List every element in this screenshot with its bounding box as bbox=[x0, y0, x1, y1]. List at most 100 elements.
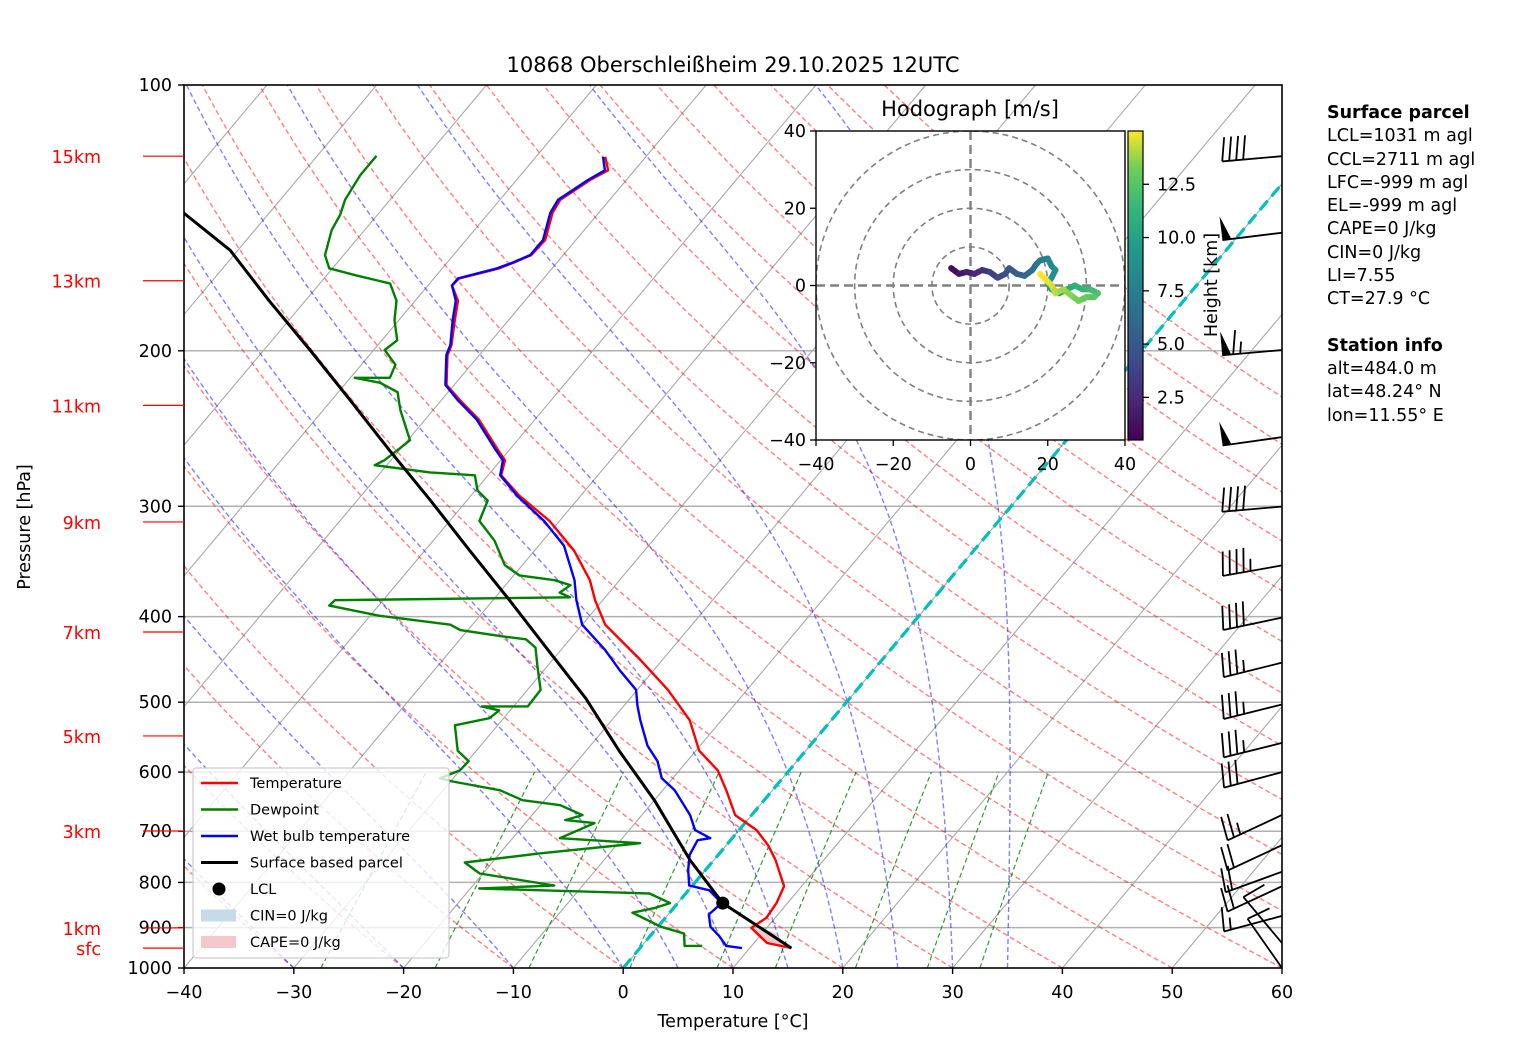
legend-label: CIN=0 J/kg bbox=[250, 909, 328, 925]
wind-barb bbox=[1220, 691, 1283, 720]
altitude-label: 5km bbox=[63, 728, 101, 748]
y-axis: 100 200 300 400 500 600 700 800 900 1000 bbox=[127, 76, 184, 979]
barb-full bbox=[1220, 733, 1225, 758]
hodograph-x-tick-label: 20 bbox=[1037, 455, 1059, 475]
hodograph-x-tick-label: 40 bbox=[1114, 455, 1136, 475]
dry-adiabat-line bbox=[315, 85, 1282, 912]
colorbar-tick-label: 12.5 bbox=[1157, 175, 1196, 195]
barb-pennant bbox=[1220, 331, 1232, 356]
y-tick-label: 700 bbox=[139, 822, 172, 842]
barb-shaft bbox=[1223, 703, 1283, 720]
wind-barb bbox=[1220, 649, 1283, 679]
colorbar-tick-label: 7.5 bbox=[1157, 282, 1185, 302]
x-tick-label: 40 bbox=[1051, 983, 1073, 1003]
dry-adiabat-line bbox=[258, 85, 1282, 968]
legend-label: Dewpoint bbox=[250, 803, 319, 819]
dry-adiabat-line bbox=[184, 564, 624, 968]
altitude-label: 11km bbox=[52, 397, 101, 417]
station-line: lon=11.55° E bbox=[1327, 405, 1444, 426]
dry-adiabat-line bbox=[429, 85, 1282, 801]
barb-half bbox=[1242, 740, 1246, 753]
mixing-ratio-line bbox=[434, 771, 536, 968]
wind-barb bbox=[1221, 547, 1283, 577]
x-tick-label: 60 bbox=[1271, 983, 1293, 1003]
x-tick-label: 10 bbox=[722, 983, 744, 1003]
wind-barb bbox=[1221, 485, 1283, 513]
wind-barb bbox=[1220, 729, 1283, 759]
barb-half bbox=[1236, 822, 1242, 835]
barb-shaft bbox=[1246, 918, 1283, 969]
barb-full bbox=[1234, 759, 1239, 785]
mixing-ratio-line bbox=[926, 771, 1000, 968]
colorbar bbox=[1127, 130, 1144, 441]
hodograph-y-tick-label: 0 bbox=[795, 277, 806, 297]
barb-pennant bbox=[1219, 216, 1232, 241]
barb-full bbox=[1221, 137, 1226, 162]
wind-barb bbox=[1220, 813, 1283, 842]
legend: Temperature Dewpoint Wet bulb temperature S… bbox=[192, 767, 450, 959]
barb-full bbox=[1220, 816, 1229, 841]
hodograph-y-tick-label: 40 bbox=[784, 122, 806, 142]
barb-full bbox=[1221, 605, 1225, 631]
dry-adiabat-line bbox=[184, 156, 1063, 968]
wind-barb bbox=[1220, 865, 1283, 894]
legend-label: CAPE=0 J/kg bbox=[250, 935, 341, 951]
wet-bulb-temperature-line bbox=[444, 156, 743, 950]
barb-full bbox=[1221, 487, 1226, 512]
mixing-ratio-line bbox=[716, 771, 802, 968]
mixing-ratio-line bbox=[979, 771, 1049, 968]
barb-full bbox=[1235, 602, 1238, 628]
wind-barb bbox=[1220, 907, 1283, 933]
hodograph-segment bbox=[1037, 270, 1047, 281]
altitude-label: 9km bbox=[63, 514, 101, 534]
station-line: alt=484.0 m bbox=[1327, 358, 1437, 379]
moist-adiabat-line bbox=[185, 85, 789, 968]
surface-line: CT=27.9 °C bbox=[1327, 289, 1431, 310]
barb-full bbox=[1235, 486, 1239, 511]
isotherm-line bbox=[1061, 705, 1282, 968]
isotherm-line bbox=[952, 575, 1282, 968]
moist-adiabat-line bbox=[416, 85, 899, 968]
barb-shaft bbox=[1222, 349, 1283, 357]
barb-pennant bbox=[1219, 421, 1232, 446]
wind-barb bbox=[1219, 421, 1283, 447]
altitude-label: 3km bbox=[63, 823, 101, 843]
barb-shaft bbox=[1242, 896, 1283, 944]
altitude-label: 15km bbox=[52, 148, 101, 168]
legend-label: LCL bbox=[250, 882, 276, 898]
barb-full bbox=[1234, 691, 1239, 716]
hodograph: Hodograph [m/s] −40 −20 0 20 40 40 20 0 −20 −40 2… bbox=[769, 97, 1222, 475]
wind-barb bbox=[1220, 329, 1283, 357]
barb-full bbox=[1242, 485, 1246, 511]
barb-full bbox=[1220, 652, 1225, 678]
isotherm-line bbox=[184, 85, 597, 577]
barb-shaft bbox=[1222, 155, 1283, 163]
x-tick-label: 30 bbox=[941, 983, 963, 1003]
hodograph-y-tick-label: 20 bbox=[784, 199, 806, 219]
barb-full bbox=[1228, 604, 1232, 629]
altitude-label: sfc bbox=[76, 940, 101, 960]
dry-adiabat-line bbox=[770, 85, 1282, 494]
barb-shaft bbox=[1227, 844, 1283, 872]
barb-half bbox=[1239, 341, 1243, 354]
altitude-label: 13km bbox=[52, 273, 101, 293]
colorbar-tick-label: 10.0 bbox=[1157, 229, 1196, 249]
chart-title: 10868 Oberschleißheim 29.10.2025 12UTC bbox=[507, 53, 960, 77]
x-tick-label: −10 bbox=[495, 983, 532, 1003]
y-tick-label: 500 bbox=[139, 693, 172, 713]
dry-adiabat-line bbox=[184, 364, 844, 968]
y-tick-label: 600 bbox=[139, 763, 172, 783]
x-tick-label: −20 bbox=[385, 983, 422, 1003]
dry-adiabat-line bbox=[184, 465, 734, 968]
station-info-header: Station info bbox=[1327, 335, 1443, 356]
dry-adiabat-line bbox=[827, 85, 1282, 446]
station-line: lat=48.24° N bbox=[1327, 382, 1442, 403]
barb-shaft bbox=[1222, 564, 1283, 577]
wind-barb bbox=[1221, 135, 1283, 163]
barb-full bbox=[1241, 601, 1245, 626]
barb-full bbox=[1242, 883, 1265, 898]
surface-line: CAPE=0 J/kg bbox=[1327, 219, 1437, 240]
surface-parcel-header: Surface parcel bbox=[1327, 103, 1470, 123]
dry-adiabat-line bbox=[184, 262, 953, 968]
